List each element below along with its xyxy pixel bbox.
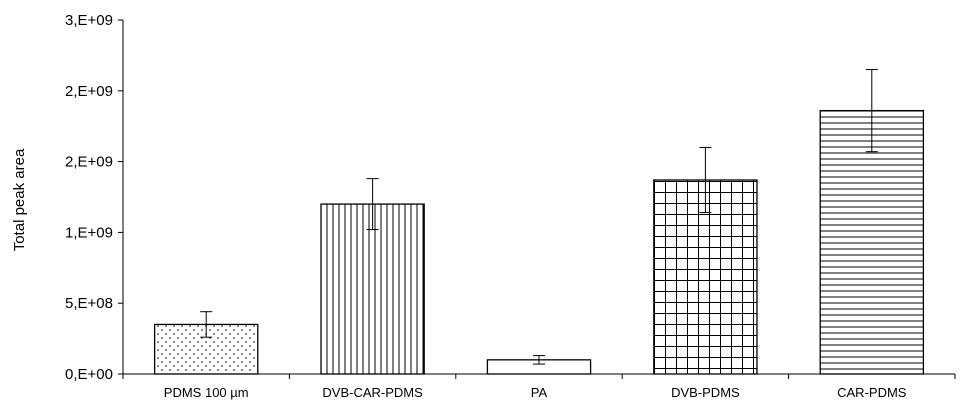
y-axis-title: Total peak area bbox=[11, 148, 28, 251]
x-tick-label: DVB-PDMS bbox=[671, 385, 740, 400]
error-bars-group bbox=[200, 69, 878, 365]
y-axis: 0,E+00 5,E+08 1,E+09 2,E+09 2,E+09 3,E+09 bbox=[65, 12, 124, 383]
x-tick-label: CAR-PDMS bbox=[837, 385, 907, 400]
y-tick-label: 1,E+09 bbox=[65, 224, 113, 241]
y-tick-label: 0,E+00 bbox=[65, 366, 113, 383]
y-tick-label: 2,E+09 bbox=[65, 83, 113, 100]
x-tick-label: PA bbox=[531, 385, 548, 400]
y-tick-label: 2,E+09 bbox=[65, 154, 113, 171]
x-tick-label: PDMS 100 µm bbox=[164, 385, 249, 400]
y-tick-label: 3,E+09 bbox=[65, 12, 113, 29]
bar-1 bbox=[320, 203, 425, 375]
y-tick-label: 5,E+08 bbox=[65, 295, 113, 312]
bar-4 bbox=[819, 109, 925, 375]
x-tick-label: DVB-CAR-PDMS bbox=[322, 385, 423, 400]
bars-group bbox=[153, 109, 925, 375]
x-axis: PDMS 100 µm DVB-CAR-PDMS PA DVB-PDMS CAR-PDM… bbox=[122, 373, 956, 400]
